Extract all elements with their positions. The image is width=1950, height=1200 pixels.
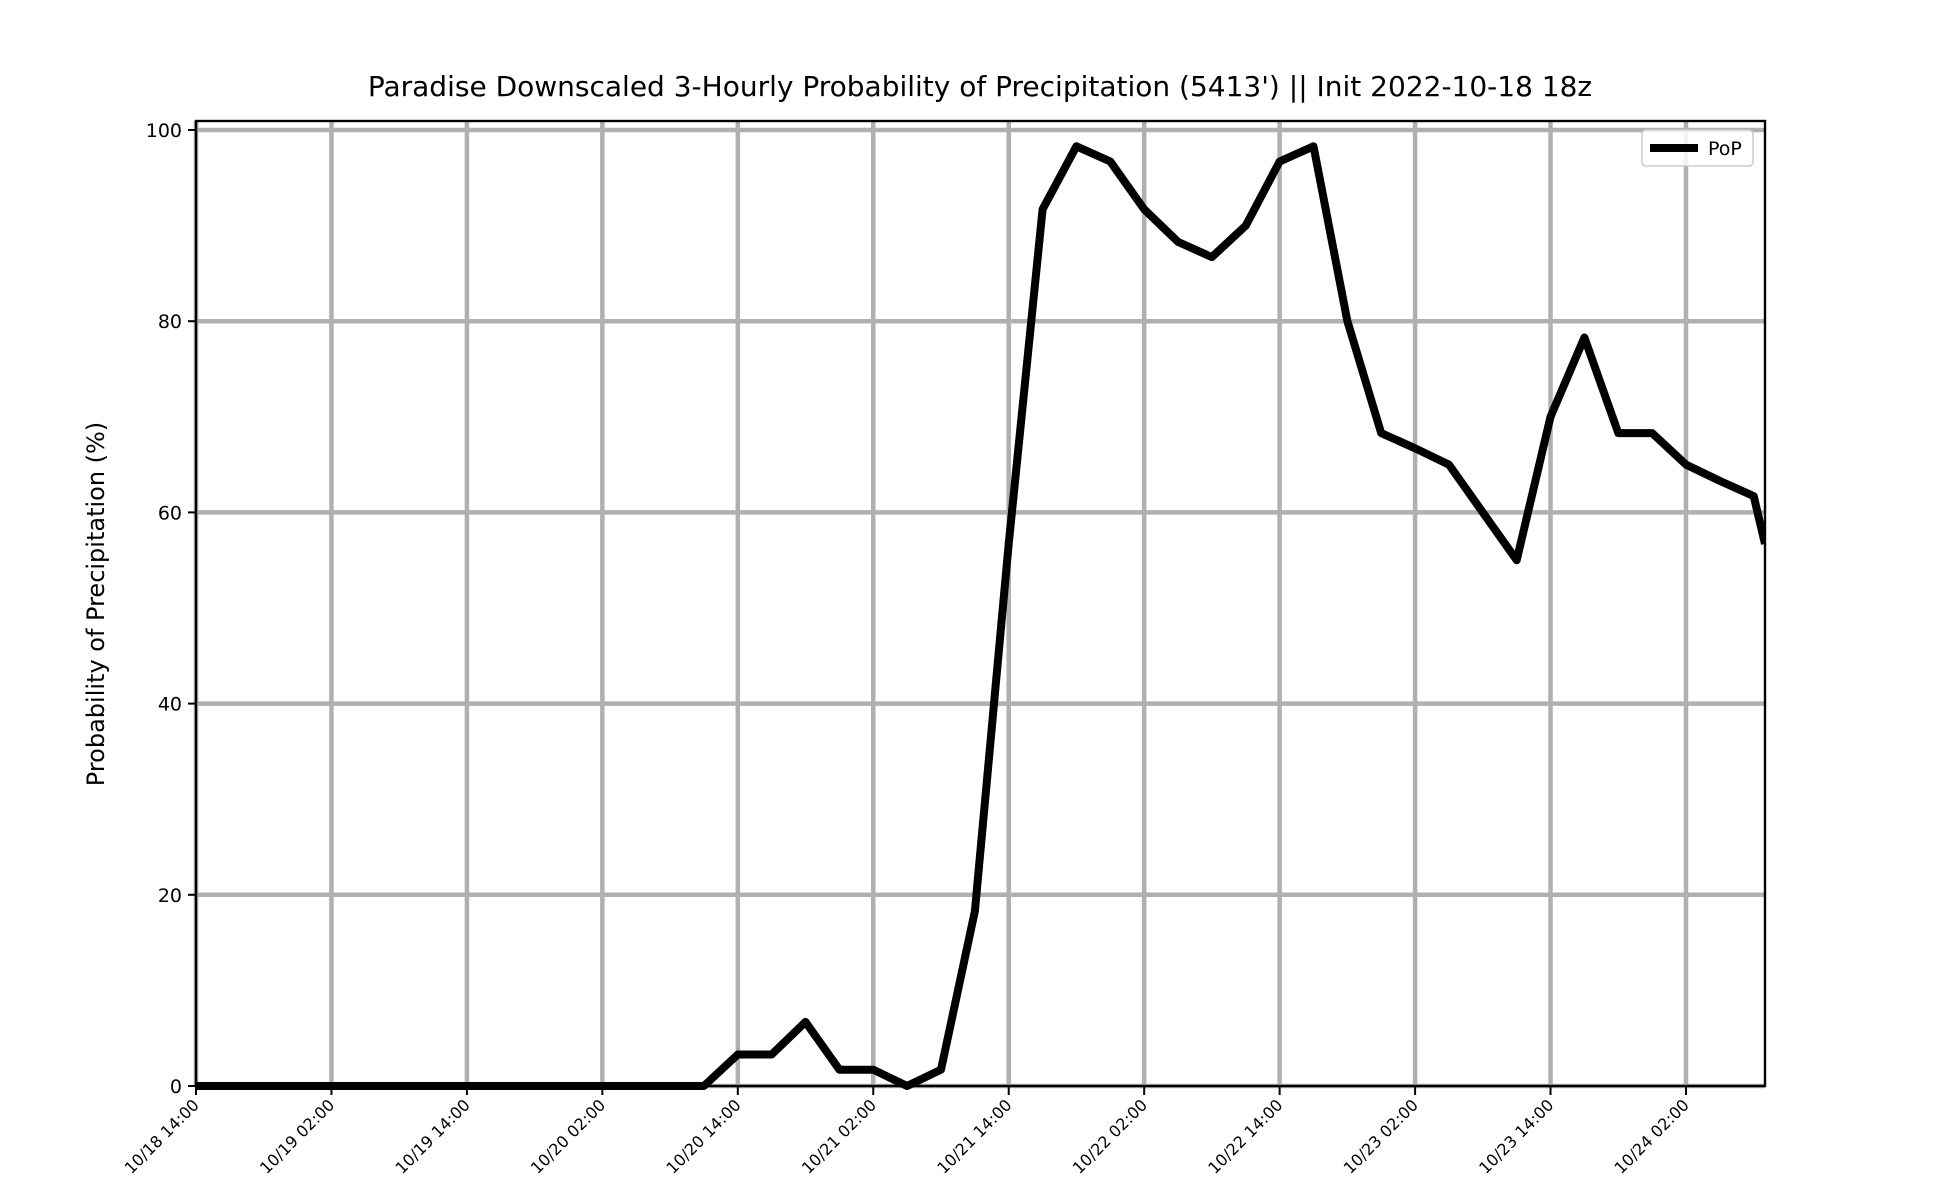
y-tick-label: 60 [158, 502, 182, 524]
y-tick-label: 40 [158, 694, 182, 716]
y-axis-label: Probability of Precipitation (%) [82, 422, 110, 786]
grid [193, 121, 1765, 1089]
legend-label-pop: PoP [1708, 138, 1742, 160]
y-tick-label: 80 [158, 311, 182, 333]
y-tick-label: 20 [158, 885, 182, 907]
y-tick-label: 0 [170, 1076, 182, 1098]
chart-title: Paradise Downscaled 3-Hourly Probability… [368, 70, 1592, 103]
y-tick-label: 100 [146, 120, 182, 142]
y-axis: 0 20 40 60 80 100 [146, 120, 196, 1098]
legend: PoP [1641, 129, 1754, 167]
axes-frame [194, 119, 1767, 1088]
